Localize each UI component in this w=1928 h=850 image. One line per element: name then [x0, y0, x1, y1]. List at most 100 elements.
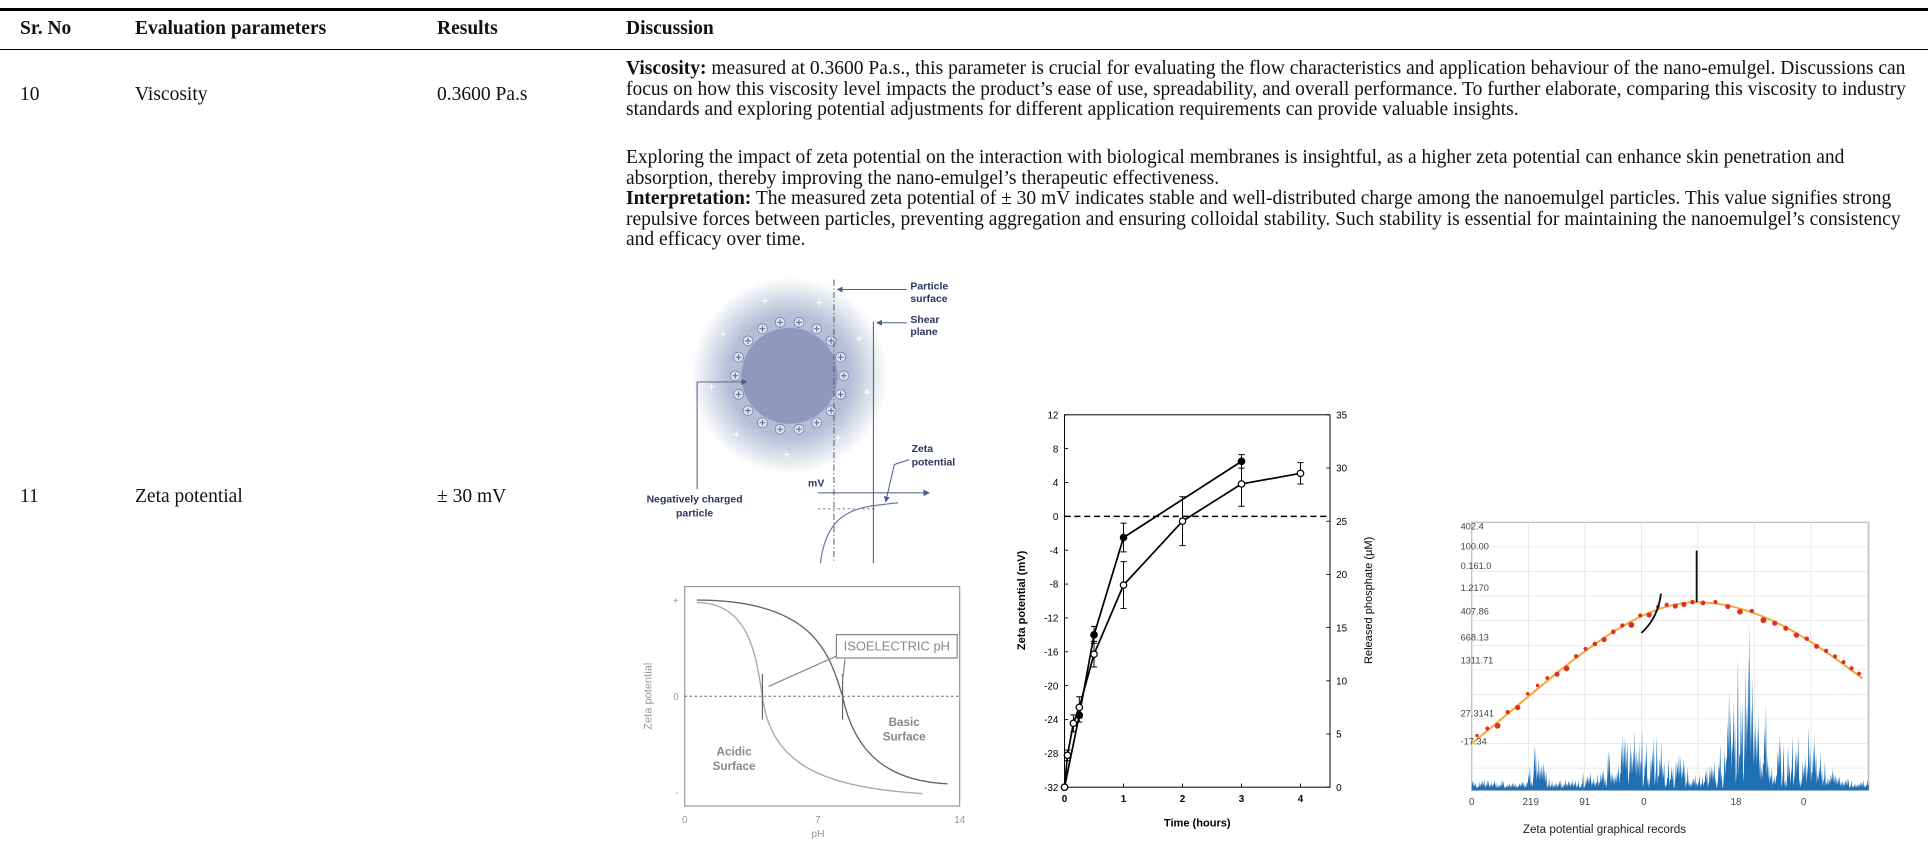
y2-tick-label: 0	[1336, 783, 1342, 794]
parameter: Viscosity	[135, 84, 208, 105]
potential-curve	[819, 502, 899, 564]
arrow	[883, 459, 910, 503]
record-dot	[1832, 654, 1838, 659]
isoelectric-figure: ISOELECTRIC pH Acidic Surface Basic Surf…	[633, 584, 972, 843]
y-tick-label: 8	[1053, 444, 1059, 455]
charge-sign	[777, 319, 784, 326]
x-tick-label: 2	[1180, 794, 1186, 805]
particle-diagram: Particle surface Shear plane Zeta potent…	[647, 277, 956, 564]
label: Acidic	[717, 745, 753, 758]
records-chart: 402.4 100.00 0.161.0 1.2170 407.86 668.13 1311…	[1461, 521, 1870, 836]
x-tick-label: 4	[1298, 794, 1304, 805]
lead: Viscosity:	[626, 58, 707, 79]
data-point	[1060, 783, 1069, 792]
record-dot	[1554, 671, 1560, 677]
paragraph: Interpretation: The measured zeta potent…	[626, 188, 1921, 251]
charge-sign	[708, 383, 715, 390]
record-dot	[1628, 621, 1635, 628]
record-dot	[1535, 683, 1540, 688]
lead: Interpretation:	[626, 188, 752, 209]
data-point	[1069, 719, 1078, 728]
result: ± 30 mV	[437, 486, 507, 507]
plot-frame	[1064, 414, 1331, 788]
charge-sign	[796, 426, 802, 433]
y-label: 27.3141	[1461, 708, 1494, 718]
y-tick-label: -20	[1044, 681, 1059, 692]
label: potential	[912, 458, 956, 469]
record-dot	[1638, 613, 1643, 618]
charge-sign	[733, 431, 740, 438]
charge-sign	[837, 354, 844, 361]
label: plane	[910, 327, 938, 338]
label: Shear	[910, 315, 939, 326]
x-label: 0	[1641, 797, 1647, 808]
discussion: Exploring the impact of zeta potential o…	[626, 147, 1921, 251]
record-dot	[1525, 691, 1530, 696]
record-dot	[1749, 608, 1754, 614]
y-label: 402.4	[1461, 522, 1484, 532]
paragraph: Viscosity: measured at 0.3600 Pa.s., thi…	[626, 58, 1921, 121]
label: Particle	[910, 281, 948, 292]
header-rule	[0, 49, 1928, 50]
y2-tick-label: 10	[1336, 676, 1347, 687]
top-rule	[0, 8, 1928, 11]
label: surface	[910, 294, 947, 305]
column-header: Sr. No	[20, 18, 72, 39]
charge-sign	[783, 451, 790, 458]
y-tick-label: -8	[1050, 580, 1059, 591]
tick-label: 0	[682, 815, 688, 826]
charge-sign	[863, 389, 870, 396]
record-dot	[1681, 601, 1687, 608]
record-dot	[1545, 676, 1550, 680]
label: Basic	[889, 716, 921, 729]
record-dot	[1610, 629, 1616, 635]
charge-sign	[828, 337, 835, 344]
y-axis-label: Zeta potential (mV)	[1016, 550, 1028, 650]
y-label: 668.13	[1461, 632, 1489, 642]
column-header: Results	[437, 18, 498, 39]
y-tick-label: -16	[1044, 647, 1059, 658]
text: The measured zeta potential of ± 30 mV i…	[626, 188, 1901, 250]
record-dot	[1849, 666, 1854, 671]
record-dot	[1857, 671, 1861, 676]
x-label: 219	[1523, 797, 1539, 808]
y2-tick-label: 20	[1336, 570, 1347, 581]
charge-sign	[813, 419, 820, 426]
tick-label: 7	[815, 815, 820, 826]
y2-tick-label: 25	[1336, 517, 1347, 528]
label: Surface	[713, 760, 756, 773]
y2-tick-label: 35	[1336, 410, 1347, 421]
column-header: Evaluation parameters	[135, 18, 327, 39]
zeta-chart-figure: Time (hours) Zeta potential (mV) Release…	[1008, 406, 1389, 839]
record-dot	[1783, 625, 1789, 631]
data-point	[1119, 533, 1128, 542]
plot-frame	[1471, 521, 1870, 791]
label: ISOELECTRIC pH	[844, 639, 950, 654]
y2-tick-label: 30	[1336, 464, 1347, 475]
y-tick-label: -24	[1044, 715, 1059, 726]
parameter: Zeta potential	[135, 486, 243, 507]
charge-sign	[732, 372, 739, 379]
y-label: 1.2170	[1461, 583, 1489, 593]
charge-sign	[762, 297, 769, 304]
y2-axis-label: Released phosphate (μM)	[1363, 537, 1375, 664]
y2-tick-label: 5	[1336, 730, 1342, 741]
tick-label: +	[673, 596, 679, 607]
record-dot	[1515, 704, 1521, 711]
charge-sign	[840, 372, 847, 379]
y-labels: 402.4 100.00 0.161.0 1.2170 407.86 668.13 1311…	[1461, 522, 1494, 747]
record-dot	[1725, 604, 1731, 610]
y-tick-label: -12	[1044, 614, 1058, 625]
charge-sign	[813, 325, 820, 332]
data-point	[1296, 469, 1305, 478]
x-tick-label: 0	[1062, 794, 1068, 805]
record-dot	[1646, 612, 1652, 618]
y-tick-label: 0	[1053, 512, 1059, 523]
label: Surface	[883, 731, 926, 744]
record-dot	[1772, 620, 1778, 626]
records-figure: 402.4 100.00 0.161.0 1.2170 407.86 668.13 1311…	[1457, 516, 1881, 842]
y-label: -17.34	[1461, 737, 1487, 747]
label: mV	[808, 479, 824, 490]
record-dot	[1664, 602, 1669, 607]
x-tick-label: 3	[1239, 794, 1245, 805]
